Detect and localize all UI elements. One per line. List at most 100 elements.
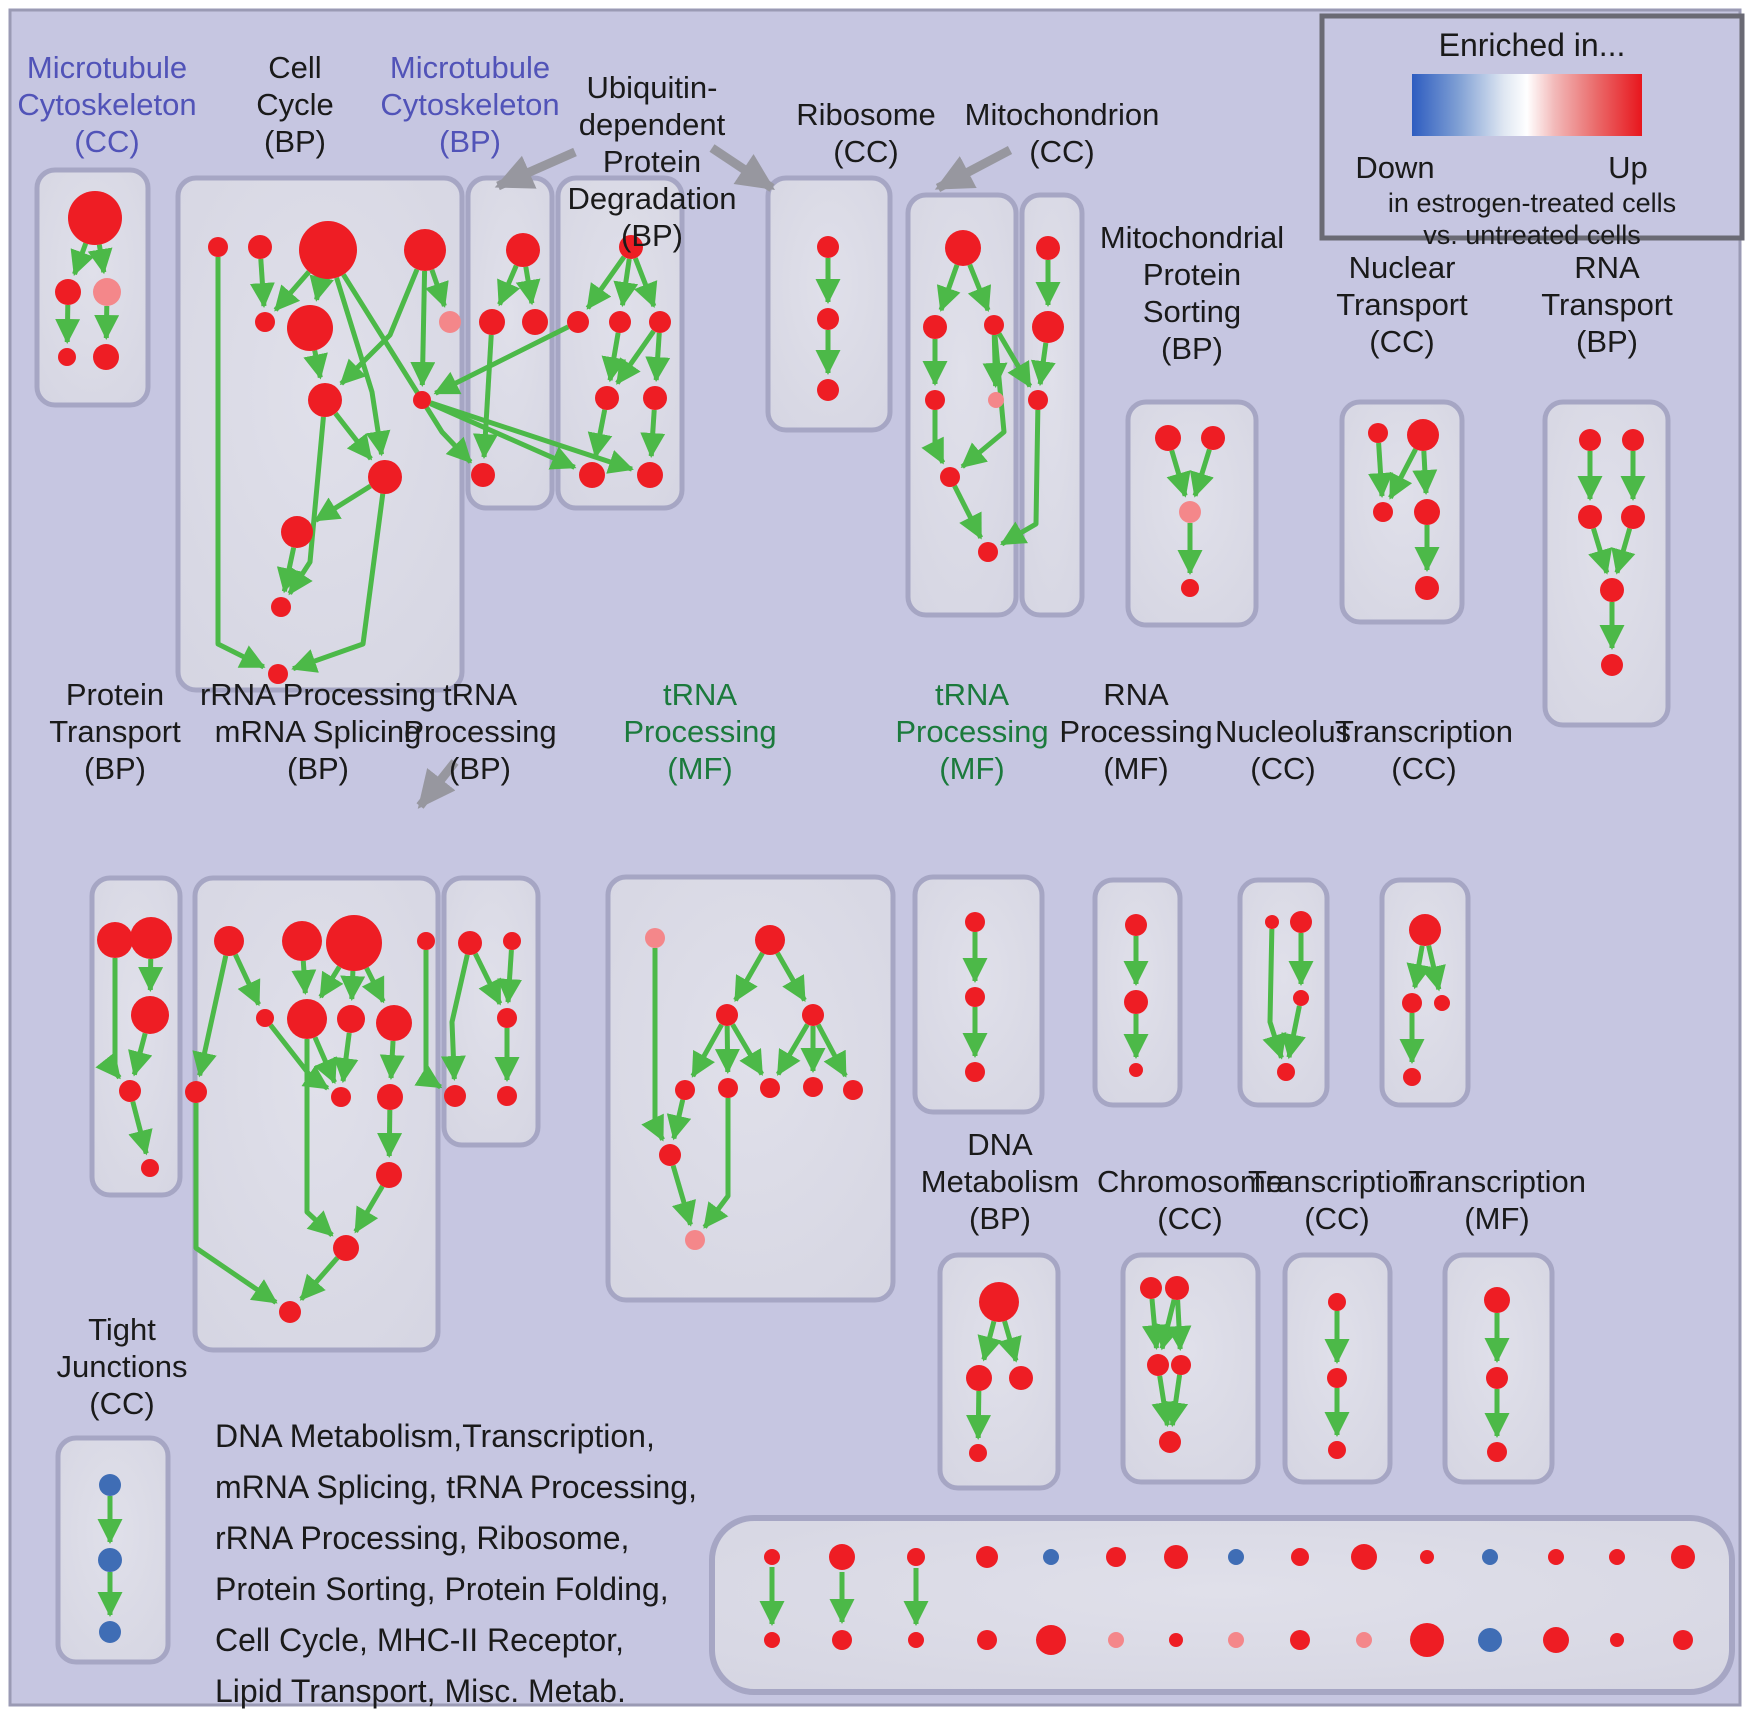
- rrna-mrna-edge-7: [312, 1036, 337, 1085]
- dna-metabolism-edge-0: [977, 1320, 1002, 1362]
- rrna-mrna-edge-4: [340, 970, 366, 1002]
- chromosome-cc-node-2: [1147, 1354, 1169, 1376]
- cell-cycle-edge-13: [291, 493, 386, 673]
- nucleolus-cc-node-0: [1265, 915, 1279, 929]
- ubiquitin-node-2: [609, 311, 631, 333]
- ribosome-cc-edge-4: [996, 332, 1033, 388]
- trna-mf-1-node-10: [685, 1230, 705, 1250]
- trna-mf-1-node-4: [675, 1080, 695, 1100]
- strip-bottom-node-12: [1543, 1627, 1569, 1653]
- rna-transport-edge-2: [1588, 527, 1613, 575]
- trna-mf-1-edge-7: [815, 1023, 848, 1078]
- nuclear-transport-label: (CC): [1369, 324, 1434, 359]
- strip-top-node-1: [829, 1544, 855, 1570]
- rna-transport-node-5: [1601, 654, 1623, 676]
- rrna-mrna-edge-2: [291, 960, 317, 996]
- ubiquitin-node-4: [595, 386, 619, 410]
- chromosome-cc-node-4: [1159, 1431, 1181, 1453]
- rna-transport-label: (BP): [1576, 324, 1638, 359]
- dna-metabolism-label: Metabolism: [921, 1164, 1080, 1199]
- trna-mf-1-edge-0: [733, 951, 765, 1002]
- cell-cycle-label: Cell: [268, 50, 321, 85]
- mitochondrion-cc-node-1: [1032, 311, 1064, 343]
- ribosome-cc-edge-7: [952, 484, 983, 540]
- chromosome-cc-label: (CC): [1157, 1201, 1222, 1236]
- cell-cycle-node-11: [271, 597, 291, 617]
- microtubule-bp-label: Microtubule: [390, 50, 550, 85]
- trna-mf-1-node-7: [803, 1077, 823, 1097]
- rrna-mrna-edge-0: [192, 955, 229, 1078]
- ribosome-cc-node-0: [945, 230, 981, 266]
- cross-edge-5: [414, 950, 443, 1090]
- strip-bottom-node-13: [1610, 1633, 1624, 1647]
- rna-transport-node-1: [1622, 429, 1644, 451]
- trna-bp-label: tRNA: [443, 677, 517, 712]
- cell-cycle-edge-12: [215, 257, 266, 670]
- transcription-cc-mid-edge-0: [1406, 945, 1432, 990]
- rrna-mrna-node-12: [333, 1235, 359, 1261]
- microtubule-bp-node-1: [479, 309, 505, 335]
- strip-bottom-node-1: [832, 1630, 852, 1650]
- strip-top-node-9: [1351, 1544, 1377, 1570]
- ribosome-cc-node-7: [978, 542, 998, 562]
- microtubule-cc-edge-1: [87, 244, 113, 275]
- tight-junctions-node-2: [99, 1621, 121, 1643]
- rrna-mrna-node-11: [376, 1162, 402, 1188]
- chromosome-cc-edge-2: [1166, 1299, 1192, 1352]
- cell-cycle-edge-9: [313, 483, 372, 523]
- nuclear-transport-box: [1339, 399, 1465, 625]
- strip-bottom-node-4: [1036, 1625, 1066, 1655]
- dna-metabolism-node-2: [1009, 1366, 1033, 1390]
- microtubule-bp-node-3: [471, 463, 495, 487]
- microtubule-bp-label: (BP): [439, 124, 501, 159]
- rna-transport-node-4: [1600, 578, 1624, 602]
- rrna-mrna-edge-11: [353, 1184, 385, 1234]
- cell-cycle-node-3: [404, 229, 446, 271]
- trna-mf-1-edge-8: [641, 948, 665, 1142]
- footnote-line-2: rRNA Processing, Ribosome,: [215, 1520, 629, 1556]
- trna-mf-1-node-0: [645, 928, 665, 948]
- rrna-mrna-label: mRNA Splicing: [215, 714, 422, 749]
- trna-mf-1-label: Processing: [623, 714, 776, 749]
- cell-cycle-node-9: [368, 460, 402, 494]
- microtubule-cc-box: [34, 167, 151, 408]
- footnote-line-0: DNA Metabolism,Transcription,: [215, 1418, 655, 1454]
- rrna-mrna-node-10: [377, 1084, 403, 1110]
- rrna-mrna-edge-14: [299, 1256, 340, 1301]
- nuclear-transport-node-4: [1415, 576, 1439, 600]
- ribosome-cc-node-5: [1028, 390, 1048, 410]
- transcription-mf-low-label: Transcription: [1408, 1164, 1586, 1199]
- protein-transport-label: Transport: [49, 714, 181, 749]
- dna-metabolism-label: (BP): [969, 1201, 1031, 1236]
- rrna-mrna-edge-12: [304, 1039, 334, 1237]
- cross-edge-0: [341, 273, 473, 464]
- cell-cycle-node-6: [308, 383, 342, 417]
- rrna-mrna-edge-6: [268, 1023, 330, 1091]
- microtubule-cc-label: Microtubule: [27, 50, 187, 85]
- cell-cycle-node-7: [413, 391, 431, 409]
- dna-metabolism-edge-2: [966, 1390, 992, 1441]
- ubiquitin-label: dependent: [579, 107, 726, 142]
- transcription-cc-mid-node-0: [1409, 914, 1441, 946]
- nucleolus-cc-node-2: [1293, 990, 1309, 1006]
- cell-cycle-label: Cycle: [256, 87, 334, 122]
- rrna-mrna-node-0: [214, 926, 244, 956]
- ubiquitin-2-node-2: [817, 379, 839, 401]
- legend-down-label: Down: [1355, 150, 1434, 185]
- ubiquitin-edge-2: [632, 257, 658, 309]
- trna-mf-1-edge-5: [775, 1023, 810, 1076]
- footnote-line-4: Cell Cycle, MHC-II Receptor,: [215, 1622, 624, 1658]
- rrna-mrna-node-2: [326, 915, 382, 971]
- trna-mf-1-node-2: [716, 1004, 738, 1026]
- nucleolus-cc-edge-2: [1281, 1005, 1306, 1060]
- transcription-mf-low-label: (MF): [1464, 1201, 1529, 1236]
- protein-transport-node-4: [141, 1159, 159, 1177]
- legend-subtitle-1: in estrogen-treated cells: [1388, 188, 1676, 218]
- rna-processing-mf-label: RNA: [1103, 677, 1169, 712]
- trna-bp-edge-1: [497, 949, 523, 1005]
- rrna-mrna-node-9: [331, 1087, 351, 1107]
- strip-bottom-node-7: [1228, 1632, 1244, 1648]
- trna-mf-1-node-1: [755, 925, 785, 955]
- ubiquitin-node-6: [579, 462, 605, 488]
